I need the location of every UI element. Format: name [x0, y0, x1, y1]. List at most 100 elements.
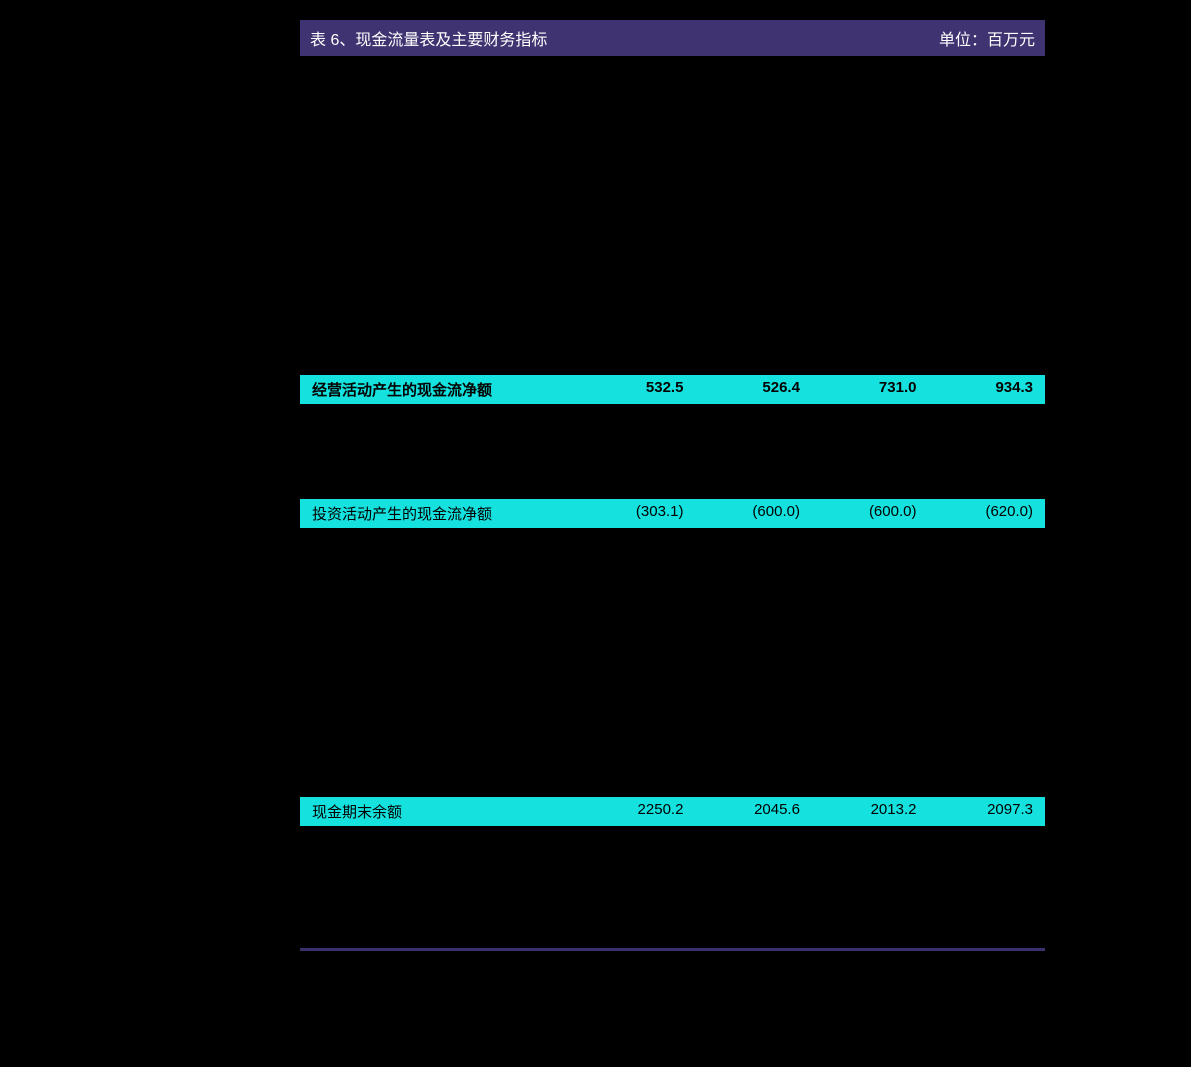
cell: 11.5% [685, 892, 802, 909]
cell: 161.1 [919, 118, 1036, 139]
table-row: ROIC17.1%15.5%16.917.9 [300, 913, 1045, 938]
cell: 2250.2 [569, 801, 686, 822]
cell: (10.1) [569, 714, 686, 735]
row-label: 应付项目的减少 [310, 263, 569, 284]
cell: (29.2) [569, 234, 686, 255]
row-label: 其他 [310, 474, 569, 495]
table-row: ROE18.1%16.2%17.8%18.8% [300, 863, 1045, 888]
row-label: 偿还债务所支付的现金 [310, 656, 569, 677]
cell [685, 838, 802, 859]
cell: 532.5 [569, 379, 686, 400]
cell: 2097.3 [918, 801, 1035, 822]
cell: 413.0 [919, 263, 1036, 284]
cell: 18.1% [569, 867, 686, 884]
row-label: 投资回报率 [310, 838, 569, 859]
table-row: 财务费用5.15.86.06.3 [300, 288, 1045, 317]
table-row: 短期借款0.00.00.00.0 [300, 536, 1045, 565]
cell: (303.1) [569, 503, 686, 524]
cell: 133.6 [569, 743, 686, 764]
cell: 0.0 [569, 569, 686, 590]
cell: (620.0) [918, 503, 1035, 524]
cell: (303.1) [569, 416, 686, 437]
cell: 0.0 [569, 656, 686, 677]
table-row: 应收项目的减少(105.8)(316.0)(424.1)(526.9) [300, 201, 1045, 230]
cell: 0.0 [802, 656, 919, 677]
table-row: 净利润473.7506.2677.6884.9 [300, 85, 1045, 114]
row-label: 固定资产投资 [310, 416, 569, 437]
cell: 74.5 [569, 118, 686, 139]
cell: (120.0) [918, 445, 1035, 466]
cell: (500.0) [802, 416, 919, 437]
row-label: 财务费用 [310, 292, 569, 313]
cell: 731.0 [802, 379, 919, 400]
table-title-bar: 表 6、现金流量表及主要财务指标 单位：百万元 [300, 20, 1045, 56]
row-label: 资本公积增加 [310, 627, 569, 648]
cell: 16.3 [569, 147, 686, 168]
cell: (100.0) [802, 445, 919, 466]
table-row: 分红(85.7)(101.2)(135.5)(177.0) [300, 681, 1045, 710]
cell: (230.3) [918, 772, 1035, 793]
col-header: 2019 [569, 60, 686, 81]
table-row: 偿还债务所支付的现金0.00.00.00.0 [300, 652, 1045, 681]
table-row: 现金期末余额2250.22045.62013.22097.3 [300, 797, 1045, 826]
cell: (100.3) [919, 234, 1036, 255]
cell: (526.9) [919, 205, 1036, 226]
section-gap [300, 404, 1045, 412]
row-label: ROIC [310, 917, 569, 934]
cell: (47.0) [918, 743, 1035, 764]
table-row: 其他0.00.00.00.0 [300, 470, 1045, 499]
table-row: 长期借款0.00.00.00.0 [300, 565, 1045, 594]
cell: (47.8) [685, 234, 802, 255]
cell: 0.0 [685, 627, 802, 648]
table-row: 普通股增加0.00.00.00.0 [300, 594, 1045, 623]
table-row: 其他14.725.636.050.4 [300, 346, 1045, 375]
cell: 134.6 [802, 118, 919, 139]
row-label: 应收项目的减少 [310, 205, 569, 226]
table-row: 经营活动产生的现金流净额532.5526.4731.0934.3 [300, 375, 1045, 404]
cell: 526.4 [685, 379, 802, 400]
cell: 0.0 [802, 540, 919, 561]
cell: 13.0% [569, 892, 686, 909]
cell: (105.8) [569, 205, 686, 226]
row-label: 现金期末余额 [310, 801, 569, 822]
col-header: 2021E [802, 60, 919, 81]
cell: 0.0 [569, 540, 686, 561]
col-header: 会计年度 [310, 60, 569, 81]
row-label: 其他 [310, 350, 569, 371]
table-row: 其他133.6(24.0)(21.9)(47.0) [300, 739, 1045, 768]
cell: 2013.2 [802, 801, 919, 822]
cell: 0.0 [918, 569, 1035, 590]
cell: 0.0 [569, 474, 686, 495]
cell: 1.8 [569, 176, 686, 197]
row-label: 普通股增加 [310, 598, 569, 619]
row-label: 无形资产摊销 [310, 147, 569, 168]
cell: 0.0 [802, 627, 919, 648]
table-title: 表 6、现金流量表及主要财务指标 [310, 26, 547, 50]
col-header: 2022E [918, 60, 1035, 81]
row-label: 长期投资 [310, 445, 569, 466]
cell: (101.2) [685, 685, 802, 706]
row-label: 长期借款 [310, 569, 569, 590]
cell: 335.7 [802, 263, 919, 284]
row-label: 财务费用 [310, 714, 569, 735]
cell: 16.9 [802, 917, 919, 934]
table-row: 资本公积增加0.00.00.00.0 [300, 623, 1045, 652]
cell: (24.0) [685, 743, 802, 764]
cell: 506.2 [685, 89, 802, 110]
cell: 89.9 [569, 263, 686, 284]
table-row: 投资回报率 [300, 834, 1045, 863]
cell: (5.8) [685, 714, 802, 735]
cell: (500.0) [685, 416, 802, 437]
cell: 36.0 [802, 350, 919, 371]
table-row: 投资活动产生的现金流净额(303.1)(600.0)(600.0)(620.0) [300, 499, 1045, 528]
cell: (21.9) [802, 743, 919, 764]
cell: 0.0 [802, 569, 919, 590]
cell: (500.0) [918, 416, 1035, 437]
table-row: 筹资活动产生的现金流净额37.9(131.0)(163.4)(230.3) [300, 768, 1045, 797]
cashflow-table-page: 表 6、现金流量表及主要财务指标 单位：百万元 会计年度 2019 2020E … [300, 20, 1045, 951]
col-header: 2020E [685, 60, 802, 81]
row-label: 存货的减少 [310, 234, 569, 255]
table-row: 固定资产折旧74.5107.1134.6161.1 [300, 114, 1045, 143]
table-body: 净利润473.7506.2677.6884.9固定资产折旧74.5107.113… [300, 85, 1045, 938]
row-label: ROE [310, 867, 569, 884]
